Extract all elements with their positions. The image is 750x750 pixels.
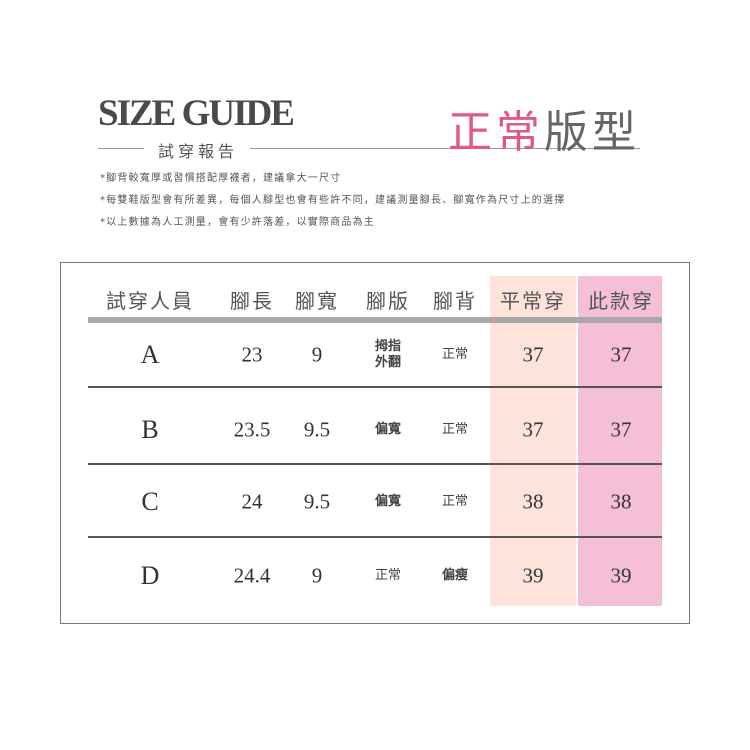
cell-shape: 拇指外翻 (374, 339, 401, 370)
size-guide-title: SIZE GUIDE (98, 93, 295, 134)
fit-type-gray: 版型 (544, 107, 640, 158)
cell-shape: 偏寬 (374, 422, 402, 437)
fit-type-title: 正常版型 (448, 96, 640, 160)
cell-person: A (140, 340, 160, 369)
cell-instep: 偏瘦 (441, 568, 469, 583)
cell-instep: 正常 (441, 347, 469, 362)
cell-person: B (141, 415, 159, 444)
cell-this: 37 (610, 417, 632, 442)
cell-instep: 正常 (441, 494, 469, 509)
row-divider (88, 463, 662, 465)
cell-usual: 39 (522, 563, 544, 588)
cell-width: 9 (311, 563, 323, 588)
fit-type-pink: 正常 (448, 107, 544, 158)
cell-this: 39 (610, 563, 632, 588)
cell-shape: 偏寬 (374, 494, 402, 509)
column-header: 腳長 (230, 289, 274, 313)
column-header: 腳寬 (295, 289, 339, 313)
subtitle: 試穿報告 (158, 142, 239, 161)
column-header: 腳背 (433, 289, 477, 313)
row-divider (88, 536, 662, 538)
column-header: 腳版 (366, 289, 410, 313)
divider (98, 148, 144, 149)
cell-person: C (141, 487, 159, 516)
cell-width: 9.5 (303, 417, 331, 442)
cell-this: 37 (610, 342, 632, 367)
cell-person: D (140, 561, 160, 590)
divider (250, 148, 640, 149)
cell-width: 9 (311, 342, 323, 367)
row-divider (88, 386, 662, 388)
cell-length: 23.5 (233, 417, 271, 442)
this-size-column (578, 276, 662, 606)
column-header: 試穿人員 (106, 289, 194, 313)
cell-usual: 37 (522, 342, 544, 367)
cell-width: 9.5 (303, 489, 331, 514)
cell-shape: 正常 (374, 568, 402, 583)
note: *腳背較寬厚或習慣搭配厚襪者，建議拿大一尺寸 (100, 173, 342, 184)
note: *以上數據為人工測量，會有少許落差，以實際商品為主 (100, 217, 375, 228)
cell-usual: 37 (522, 417, 544, 442)
cell-length: 24.4 (233, 563, 271, 588)
note: *每雙鞋版型會有所差異，每個人腳型也會有些許不同，建議測量腳長、腳寬作為尺寸上的… (100, 195, 566, 206)
cell-length: 24 (241, 489, 263, 514)
column-header: 平常穿 (500, 289, 566, 313)
size-table (60, 262, 690, 624)
cell-usual: 38 (522, 489, 544, 514)
header-divider (88, 317, 662, 323)
cell-length: 23 (241, 342, 263, 367)
cell-instep: 正常 (441, 422, 469, 437)
usual-size-column (490, 276, 576, 606)
column-header: 此款穿 (588, 289, 654, 313)
cell-this: 38 (610, 489, 632, 514)
